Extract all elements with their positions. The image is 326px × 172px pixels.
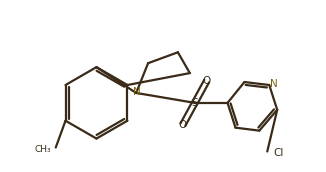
Text: O: O: [179, 120, 187, 130]
Text: CH₃: CH₃: [34, 145, 51, 154]
Text: S: S: [191, 98, 198, 108]
Text: O: O: [202, 76, 211, 86]
Text: N: N: [270, 79, 277, 89]
Text: Cl: Cl: [273, 148, 284, 158]
Text: N: N: [133, 87, 141, 97]
